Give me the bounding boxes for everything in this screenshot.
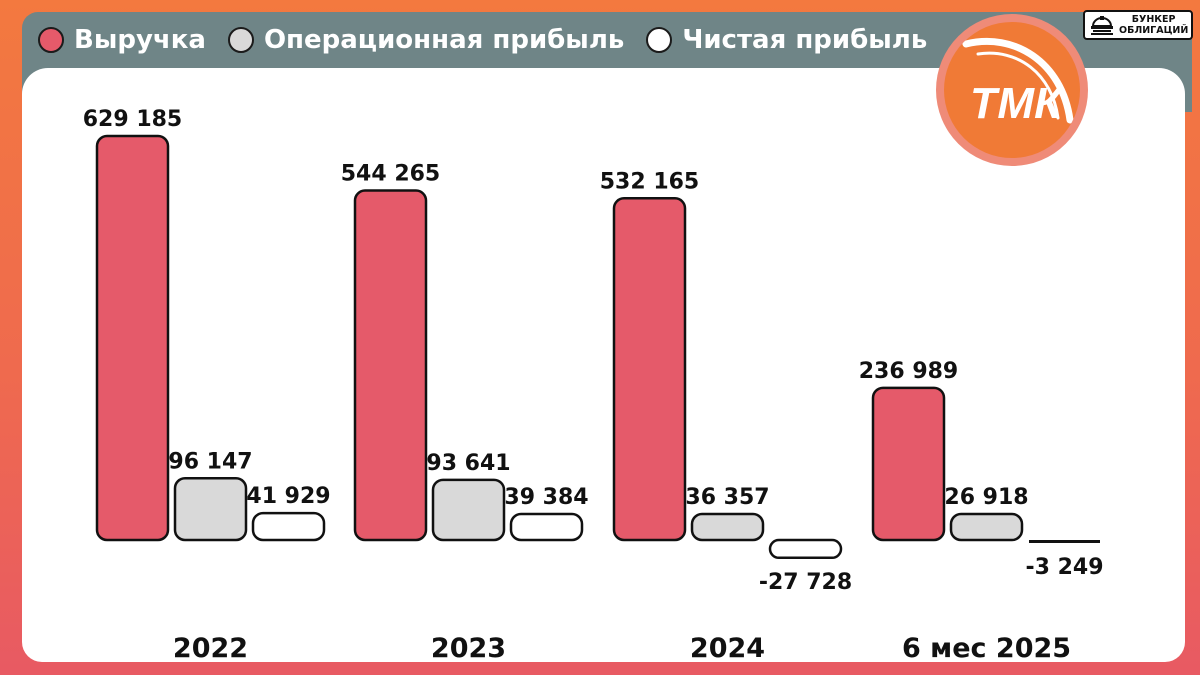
bar-operating-1 xyxy=(431,478,506,542)
legend-item-operating: Операционная прибыль xyxy=(227,25,625,55)
bar-revenue-1 xyxy=(353,189,428,542)
bar-label-revenue-0: 629 185 xyxy=(83,107,183,132)
bar-revenue-3 xyxy=(871,386,946,542)
bar-label-net-3: -3 249 xyxy=(1025,555,1103,580)
legend-swatch-revenue xyxy=(38,27,64,53)
legend-label-net: Чистая прибыль xyxy=(682,25,928,55)
bar-label-revenue-2: 532 165 xyxy=(600,169,700,194)
bar-label-net-1: 39 384 xyxy=(504,485,588,510)
tmk-logo-inner: ТМК xyxy=(944,22,1080,158)
bar-label-net-0: 41 929 xyxy=(246,484,330,509)
tmk-logo: ТМК xyxy=(936,14,1088,166)
legend: Выручка Операционная прибыль Чистая приб… xyxy=(38,22,927,58)
category-label-3: 6 мес 2025 xyxy=(902,633,1071,664)
tmk-logo-mark: ТМК xyxy=(962,37,1074,128)
category-label-2: 2024 xyxy=(690,633,765,664)
legend-swatch-net xyxy=(646,27,673,53)
bar-operating-0 xyxy=(173,477,248,542)
tmk-logo-text: ТМК xyxy=(970,79,1064,128)
bar-net-0 xyxy=(251,511,326,542)
bar-net-2 xyxy=(768,538,843,560)
legend-item-revenue: Выручка xyxy=(38,25,206,55)
bar-label-revenue-3: 236 989 xyxy=(859,359,959,384)
legend-item-net: Чистая прибыль xyxy=(646,25,927,55)
bar-label-operating-3: 26 918 xyxy=(944,485,1028,510)
bunker-brand-badge: БУНКЕР ОБЛИГАЦИЙ xyxy=(1083,10,1193,40)
bar-net-3 xyxy=(1029,540,1100,543)
bar-label-operating-2: 36 357 xyxy=(685,485,769,510)
bar-revenue-0 xyxy=(95,134,170,542)
bar-label-revenue-1: 544 265 xyxy=(341,162,441,187)
bunker-brand-text: БУНКЕР ОБЛИГАЦИЙ xyxy=(1119,14,1188,36)
bunker-brand-line2: ОБЛИГАЦИЙ xyxy=(1119,25,1189,36)
bar-operating-2 xyxy=(690,512,765,542)
bar-label-operating-1: 93 641 xyxy=(426,451,510,476)
bar-net-1 xyxy=(509,512,584,542)
bar-label-operating-0: 96 147 xyxy=(168,449,252,474)
bar-revenue-2 xyxy=(612,197,687,542)
legend-label-operating: Операционная прибыль xyxy=(263,25,625,55)
category-label-0: 2022 xyxy=(173,633,248,664)
legend-swatch-operating xyxy=(227,27,254,53)
bar-operating-3 xyxy=(949,512,1024,542)
chart-panel xyxy=(22,68,1185,662)
bunker-brand-line1: БУНКЕР xyxy=(1131,14,1176,25)
bunker-icon xyxy=(1091,16,1113,35)
category-label-1: 2023 xyxy=(431,633,506,664)
legend-label-revenue: Выручка xyxy=(74,25,206,55)
bar-label-net-2: -27 728 xyxy=(759,570,852,595)
